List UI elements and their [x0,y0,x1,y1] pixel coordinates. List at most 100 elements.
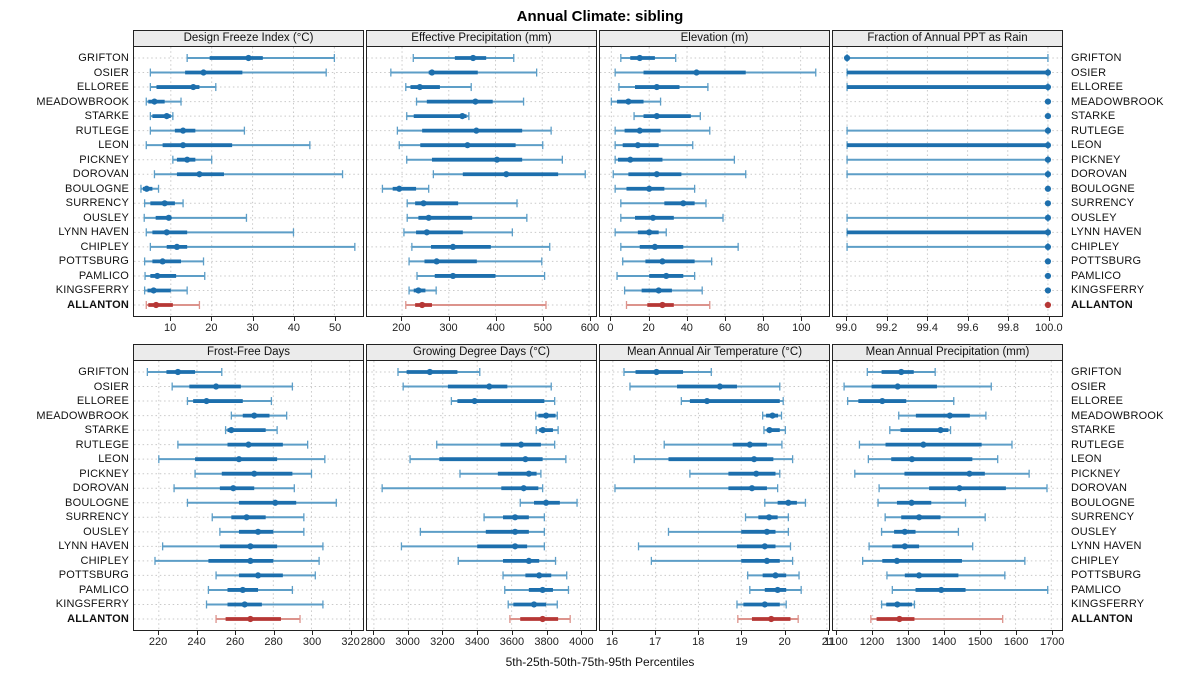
station-label: OSIER [93,380,129,393]
station-label: RUTLEGE [1071,438,1125,451]
percentile-row-ousley [880,527,960,536]
x-axis-design-freeze-index: 10 20 30 40 50 [133,317,364,338]
panel-canvas [134,361,363,630]
station-label: OUSLEY [83,525,129,538]
station-label: OSIER [1071,66,1107,79]
percentile-row-allanton [145,301,201,309]
axis-tick-label: 16 [605,636,619,648]
percentile-row-dorovan [614,484,779,493]
percentile-row-allanton [737,615,799,623]
axis-tick-mark [872,631,873,635]
axis-tick-mark [158,631,160,635]
station-label: GRIFTON [1071,366,1122,378]
axis-tick-mark [170,317,172,321]
percentile-row-lynn-haven [145,228,295,237]
percentile-row-surrency [744,513,789,522]
axis-tick-label: 400 [486,322,505,334]
axis-tick-mark [211,317,213,321]
percentile-row-kingsferry [143,286,188,295]
percentile-row-boulogne [764,498,807,507]
axis-tick-mark [927,317,929,321]
percentile-row-meadowbrook [415,97,525,106]
percentile-row-leon [409,455,567,464]
axis-tick-mark [886,317,888,321]
axis-tick-label: 3000 [395,636,420,648]
panel-plot-elevation [600,47,829,316]
percentile-row-osier [171,382,294,391]
station-label: DOROVAN [1071,482,1128,495]
station-label: GRIFTON [1071,52,1122,64]
percentile-row-chipley [154,556,320,565]
panel-canvas [600,47,829,316]
percentile-row-pamlico [207,585,294,594]
station-label: SURRENCY [1071,197,1135,210]
axis-tick-label: 3600 [499,636,525,648]
percentile-row-grifton [146,368,223,376]
station-label: KINGSFERRY [1071,284,1145,297]
panel-mean-annual-air-temperature: Mean Annual Air Temperature (°C) 16 17 18 1… [599,344,834,652]
percentile-row-kingsferry [408,286,437,295]
percentile-row-pamlico [616,271,696,280]
axis-tick-mark [252,317,254,321]
axis-tick-label: 40 [680,322,693,334]
chart-title: Annual Climate: sibling [516,8,684,25]
axis-tick-label: 1600 [1003,636,1029,648]
percentile-row-lynn-haven [614,228,667,237]
panel-effective-precipitation: Effective Precipitation (mm) 200 300 400 50… [366,30,599,338]
station-label: CHIPLEY [1071,240,1120,253]
percentile-row-chipley [149,242,356,251]
percentile-row-pottsburg [502,571,568,580]
percentile-row-starke [224,426,278,435]
percentile-row-elloree [618,83,709,92]
percentile-row-boulogne [877,498,967,507]
percentile-row-pamlico [1044,272,1052,280]
percentile-row-surrency [620,199,707,208]
axis-tick-mark [944,631,946,635]
percentile-row-rutlege [436,440,556,449]
station-label: MEADOWBROOK [36,95,129,108]
percentile-row-allanton [625,301,711,309]
panel-canvas [367,47,596,316]
axis-tick-mark [686,317,688,321]
percentile-row-dorovan [153,170,344,179]
panel-plot-design-freeze-index [134,47,363,316]
percentile-row-ousley [406,213,528,222]
percentile-row-starke [1044,113,1052,120]
trellis-row-bottom: GRIFTON OSIER ELLOREE MEADOWBROOK STARKE RUTL… [0,344,1200,652]
panel-canvas [600,361,829,630]
percentile-row-meadowbrook [230,411,288,420]
percentile-row-starke [149,112,174,121]
percentile-row-dorovan [612,170,747,179]
axis-tick-label: 20 [778,636,791,648]
panel-canvas [367,361,596,630]
axis-tick-label: 17 [649,636,662,648]
station-labels-left-top: GRIFTON OSIER ELLOREE MEADOWBROOK STARKE RUTL… [0,30,133,338]
x-axis-effective-precipitation: 200 300 400 500 600 [366,317,599,338]
axis-tick-mark [980,631,982,635]
station-label: PICKNEY [1071,153,1121,166]
axis-tick-mark [372,631,374,635]
percentile-row-pamlico [504,585,570,594]
percentile-row-surrency [143,199,184,208]
axis-tick-mark [908,631,910,635]
percentile-row-ousley [419,527,545,536]
x-axis-mean-annual-precipitation: 1100 1200 1300 1400 1500 1600 1700 [824,631,1064,652]
station-label: OSIER [93,66,129,79]
axis-tick-label: 18 [692,636,705,648]
percentile-row-elloree [405,83,472,92]
percentile-row-elloree [149,83,217,92]
axis-tick-label: 3800 [534,636,559,648]
percentile-row-starke [763,426,786,435]
station-label: KINGSFERRY [1071,598,1145,611]
percentile-row-boulogne [140,184,160,193]
station-label: STARKE [1071,424,1116,437]
percentile-row-chipley [411,242,551,251]
axis-tick-mark [407,631,409,635]
axis-tick-label: 280 [264,636,283,648]
percentile-row-elloree [450,397,556,406]
percentile-row-kingsferry [1044,287,1052,294]
percentile-row-chipley [457,556,557,565]
percentile-row-chipley [650,556,794,565]
axis-tick-mark [542,317,544,321]
percentile-row-grifton [412,54,515,62]
